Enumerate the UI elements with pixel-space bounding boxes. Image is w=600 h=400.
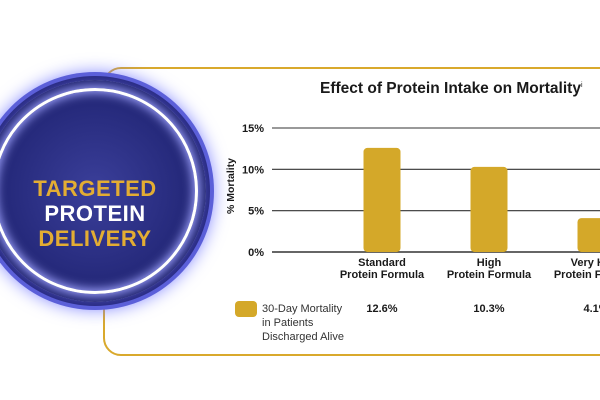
badge-text: TARGETED PROTEIN DELIVERY: [0, 176, 206, 251]
legend-label: Discharged Alive: [262, 331, 344, 343]
y-axis-label: % Mortality: [225, 158, 237, 214]
y-tick-label: 0%: [248, 247, 264, 259]
bar: [470, 166, 508, 252]
legend-label: in Patients: [262, 317, 314, 329]
x-category-label: Protein Formula: [554, 269, 600, 281]
x-category-label: High: [477, 257, 502, 269]
data-value-label: 10.3%: [473, 303, 504, 315]
x-category-label: Standard: [358, 257, 406, 269]
legend-label: 30-Day Mortality: [262, 303, 343, 315]
x-category-label: Protein Formula: [447, 269, 532, 281]
badge-ring: [0, 88, 198, 294]
badge-line-1: TARGETED: [33, 176, 157, 201]
badge-line-2: PROTEIN: [44, 201, 146, 226]
badge-line-3: DELIVERY: [38, 226, 152, 251]
data-value-label: 12.6%: [366, 303, 397, 315]
x-category-label: Protein Formula: [340, 269, 425, 281]
y-tick-label: 15%: [242, 123, 264, 135]
legend-swatch: [235, 301, 257, 317]
targeted-protein-delivery-badge: TARGETED PROTEIN DELIVERY: [0, 80, 206, 302]
data-value-label: 4.1%: [583, 303, 600, 315]
x-category-label: Very High: [571, 257, 600, 269]
chart-title: Effect of Protein Intake on Mortalityi: [320, 80, 583, 97]
bar: [363, 147, 401, 252]
bar: [577, 218, 600, 252]
y-tick-label: 10%: [242, 164, 264, 176]
y-tick-label: 5%: [248, 206, 264, 218]
